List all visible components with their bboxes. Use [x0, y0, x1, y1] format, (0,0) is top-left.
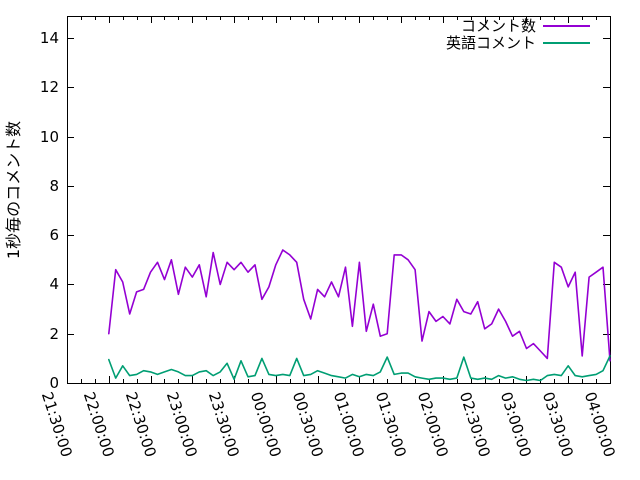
axis-ticks: [67, 16, 611, 384]
y-tick-label: 6: [49, 226, 59, 245]
legend-line-sample-english-comments: [543, 41, 590, 44]
y-tick-label: 12: [39, 78, 59, 97]
legend-entry-comments: コメント数: [300, 17, 590, 35]
legend-line-sample-comments: [543, 24, 590, 27]
legend-label-comments: コメント数: [460, 17, 536, 35]
legend-label-english-comments: 英語コメント: [445, 34, 536, 52]
y-tick-label: 10: [39, 127, 59, 146]
y-tick-label: 4: [49, 275, 59, 294]
series-line-comments: [108, 249, 611, 362]
plot-frame: [67, 16, 611, 384]
legend-entry-english-comments: 英語コメント: [300, 34, 590, 52]
y-tick-label: 0: [49, 374, 59, 392]
legend: コメント数 英語コメント: [300, 17, 590, 52]
series-line-english-comments: [108, 355, 611, 382]
y-tick-label: 14: [39, 29, 59, 48]
y-tick-label: 8: [49, 176, 59, 195]
y-tick-label: 2: [49, 324, 59, 343]
